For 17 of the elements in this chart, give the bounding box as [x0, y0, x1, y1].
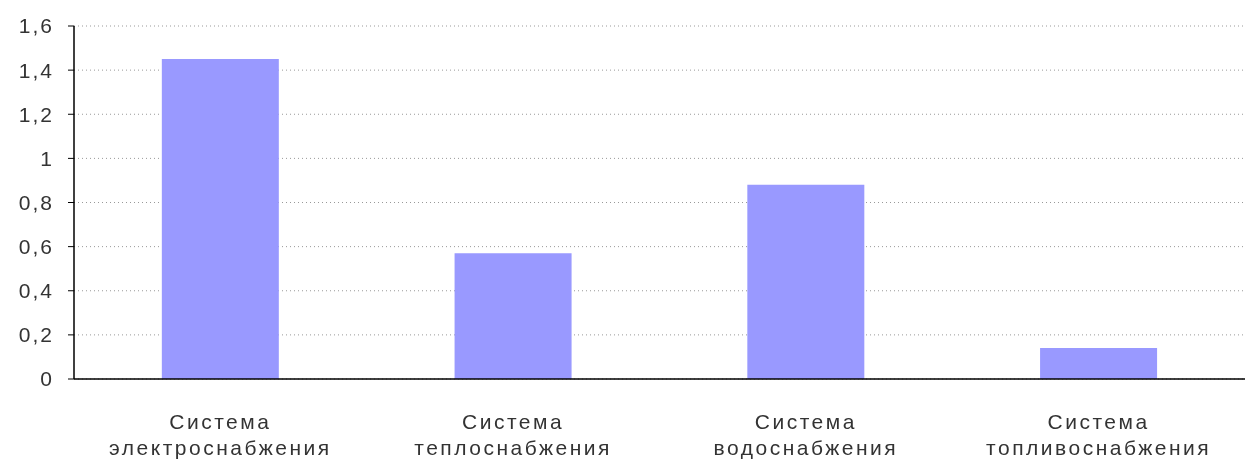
y-tick-label: 0 — [40, 367, 54, 391]
y-tick-label: 1,2 — [18, 102, 54, 126]
y-tick-label: 1 — [40, 146, 54, 170]
bar — [747, 184, 865, 379]
y-tick-label: 0,8 — [18, 190, 54, 214]
x-tick-label: Система водоснабжения — [713, 410, 899, 459]
bar — [454, 253, 572, 379]
x-tick-label: Система топливоснабжения — [986, 410, 1212, 459]
y-tick-label: 1,6 — [18, 14, 54, 38]
x-tick-label: Система теплоснабжения — [414, 410, 612, 459]
bar — [161, 59, 279, 379]
y-tick-label: 0,2 — [18, 323, 54, 347]
y-tick-label: 1,4 — [18, 58, 54, 82]
y-tick-label: 0,4 — [18, 279, 54, 303]
x-tick-label: Система электроснабжения — [109, 410, 332, 459]
bar — [1040, 348, 1158, 379]
y-tick-label: 0,6 — [18, 235, 54, 259]
